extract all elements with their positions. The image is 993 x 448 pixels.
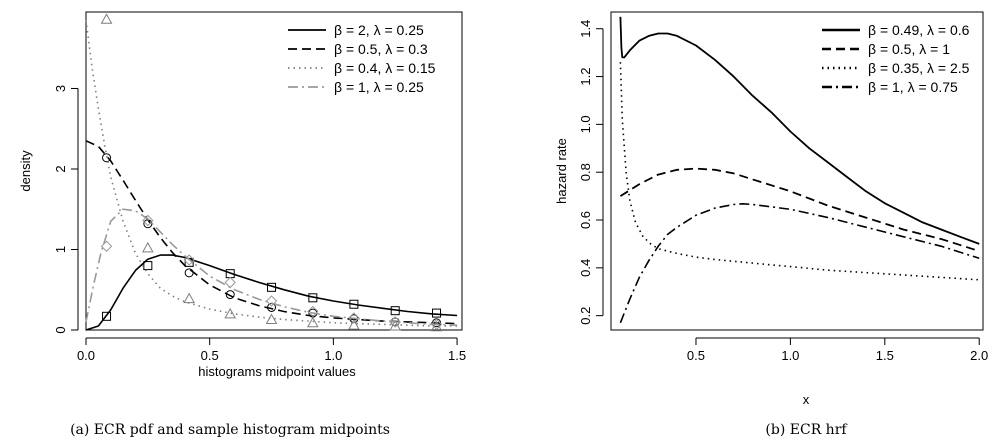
panel-a-x-axis: 0.0 0.5 1.0 1.5 xyxy=(77,338,466,363)
data-point-triangle xyxy=(184,294,194,303)
panel-b-y-axis: 0.2 0.4 0.6 0.8 1.0 1.2 1.4 xyxy=(578,20,603,325)
data-point-circle xyxy=(185,269,193,277)
y-tick-label: 0.8 xyxy=(578,163,593,181)
x-tick-label: 2.0 xyxy=(970,348,988,363)
legend-label: β = 1, λ = 0.25 xyxy=(334,79,424,95)
y-tick-label: 1.0 xyxy=(578,115,593,133)
legend-label: β = 0.49, λ = 0.6 xyxy=(868,22,970,38)
data-point-square xyxy=(144,262,152,270)
panel-a-y-axis: 0 1 2 3 xyxy=(53,85,78,334)
y-tick-label: 1.2 xyxy=(578,68,593,86)
panel-a-ecr-pdf: 0.0 0.5 1.0 1.5 0 1 2 3 β = 2, λ = 0.25 β = 0.5… xyxy=(18,12,466,438)
panel-b-ecr-hrf: 0.5 1.0 1.5 2.0 0.2 0.4 0.6 0.8 1.0 1.2 1.4 β = 0… xyxy=(554,12,988,438)
series-line xyxy=(620,169,979,252)
y-tick-label: 2 xyxy=(53,165,68,172)
data-point-triangle xyxy=(308,318,318,327)
y-tick-label: 0.2 xyxy=(578,307,593,325)
series-line xyxy=(86,255,457,330)
panel-a-x-axis-label: histograms midpoint values xyxy=(198,364,356,379)
legend-label: β = 0.5, λ = 0.3 xyxy=(334,41,428,57)
y-tick-label: 1.4 xyxy=(578,20,593,38)
data-point-square xyxy=(433,309,441,317)
panel-a-legend: β = 2, λ = 0.25 β = 0.5, λ = 0.3 β = 0.4, … xyxy=(288,22,436,95)
x-tick-label: 0.5 xyxy=(201,348,219,363)
panel-b-caption: (b) ECR hrf xyxy=(765,422,848,438)
y-tick-label: 0.6 xyxy=(578,211,593,229)
y-tick-label: 3 xyxy=(53,85,68,92)
y-tick-label: 1 xyxy=(53,246,68,253)
x-tick-label: 1.0 xyxy=(324,348,342,363)
data-point-diamond xyxy=(102,241,112,251)
series-line xyxy=(620,204,979,323)
panel-a-caption: (a) ECR pdf and sample histogram midpoin… xyxy=(70,422,390,438)
legend-label: β = 0.35, λ = 2.5 xyxy=(868,60,970,76)
panel-b-x-axis: 0.5 1.0 1.5 2.0 xyxy=(687,338,988,363)
data-point-diamond xyxy=(225,278,235,288)
x-tick-label: 0.5 xyxy=(687,348,705,363)
panel-b-y-axis-label: hazard rate xyxy=(554,138,569,204)
panel-b-legend: β = 0.49, λ = 0.6 β = 0.5, λ = 1 β = 0.35,… xyxy=(822,22,970,95)
y-tick-label: 0 xyxy=(53,326,68,333)
x-tick-label: 0.0 xyxy=(77,348,95,363)
legend-label: β = 0.4, λ = 0.15 xyxy=(334,60,436,76)
panel-b-x-axis-label: x xyxy=(803,392,810,407)
x-tick-label: 1.5 xyxy=(448,348,466,363)
panel-a-y-axis-label: density xyxy=(18,150,33,192)
legend-label: β = 2, λ = 0.25 xyxy=(334,22,424,38)
legend-label: β = 1, λ = 0.75 xyxy=(868,79,958,95)
x-tick-label: 1.0 xyxy=(781,348,799,363)
series-line xyxy=(86,209,457,325)
data-point-triangle xyxy=(225,309,235,318)
data-point-circle xyxy=(103,154,111,162)
data-point-triangle xyxy=(102,14,112,23)
data-point-triangle xyxy=(143,243,153,252)
x-tick-label: 1.5 xyxy=(876,348,894,363)
legend-label: β = 0.5, λ = 1 xyxy=(868,41,950,57)
y-tick-label: 0.4 xyxy=(578,259,593,277)
